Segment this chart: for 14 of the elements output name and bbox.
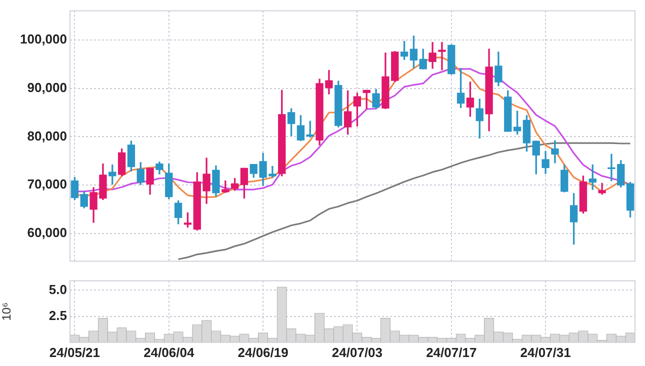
x-tick-label: 24/06/19 [238,344,288,360]
y-tick-label: 5.0 [48,282,67,297]
y-tick-label: 2.5 [48,308,67,323]
x-tick-label: 24/06/04 [144,344,195,360]
x-tick-label: 24/07/31 [520,344,571,360]
x-tick-label: 24/07/03 [332,344,383,360]
y-axis-title: 10⁶ [0,302,14,321]
y-tick-label: 80,000 [27,128,67,144]
y-tick-label: 90,000 [27,80,67,95]
y-tick-label: 70,000 [27,176,67,192]
y-tick-label: 60,000 [27,225,67,240]
x-tick-label: 24/05/21 [49,344,100,360]
y-tick-label: 100,000 [20,31,67,46]
x-tick-label: 24/07/17 [426,344,477,360]
